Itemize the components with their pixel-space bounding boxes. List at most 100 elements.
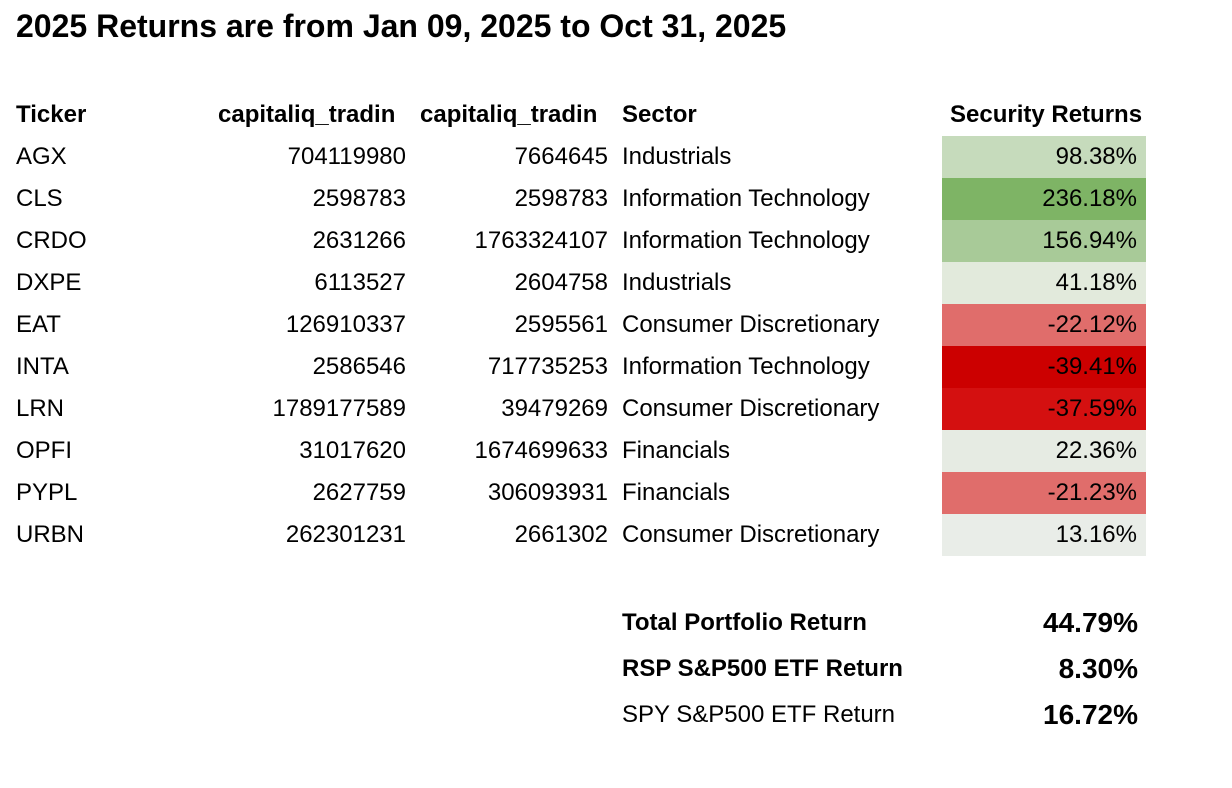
capitaliq-1-cell[interactable]: 126910337 — [218, 304, 414, 346]
security-return-cell[interactable]: -39.41% — [942, 346, 1146, 388]
ticker-cell[interactable]: AGX — [16, 143, 67, 170]
capitaliq-1-value: 2627759 — [312, 479, 406, 506]
sector-cell[interactable]: Consumer Discretionary — [622, 395, 880, 422]
security-return-value: -22.12% — [1047, 311, 1137, 338]
security-return-cell[interactable]: 13.16% — [942, 514, 1146, 556]
ticker-cell[interactable]: URBN — [16, 521, 85, 548]
capitaliq-2-value: 717735253 — [487, 353, 608, 380]
capitaliq-1-value: 2631266 — [312, 227, 406, 254]
summary-label[interactable]: SPY S&P500 ETF Return — [622, 701, 896, 728]
security-return-value: 41.18% — [1055, 269, 1137, 296]
ticker-cell[interactable]: DXPE — [16, 269, 82, 296]
header-sector[interactable]: Sector — [622, 101, 697, 128]
ticker-cell[interactable]: INTA — [16, 353, 69, 380]
capitaliq-1-value: 31017620 — [299, 437, 406, 464]
ticker-cell[interactable]: OPFI — [16, 437, 73, 464]
security-return-value: 156.94% — [1042, 227, 1137, 254]
summary-row: RSP S&P500 ETF Return 8.30% — [0, 646, 1232, 692]
capitaliq-2-value: 2595561 — [514, 311, 608, 338]
header-ticker[interactable]: Ticker — [16, 101, 87, 128]
table-row: DXPE 6113527 2604758 Industrials 41.18% — [0, 262, 1232, 304]
capitaliq-1-value: 126910337 — [285, 311, 406, 338]
ticker-cell[interactable]: EAT — [16, 311, 61, 338]
summary-row: SPY S&P500 ETF Return 16.72% — [0, 692, 1232, 738]
table-header-row: Ticker capitaliq_tradin capitaliq_tradin… — [0, 94, 1232, 136]
table-row: CRDO 2631266 1763324107 Information Technol… — [0, 220, 1232, 262]
capitaliq-1-cell[interactable]: 31017620 — [218, 430, 414, 472]
security-return-value: 13.16% — [1055, 521, 1137, 548]
sector-cell[interactable]: Information Technology — [622, 353, 870, 380]
capitaliq-1-cell[interactable]: 2631266 — [218, 220, 414, 262]
sector-cell[interactable]: Industrials — [622, 143, 732, 170]
table-body: AGX 704119980 7664645 Industrials 98.38% CLS 2… — [0, 136, 1232, 556]
sector-cell[interactable]: Information Technology — [622, 227, 870, 254]
capitaliq-2-cell[interactable]: 1674699633 — [420, 430, 616, 472]
capitaliq-1-cell[interactable]: 2586546 — [218, 346, 414, 388]
summary-value[interactable]: 44.79% — [1043, 607, 1138, 638]
security-return-cell[interactable]: 41.18% — [942, 262, 1146, 304]
table-row: EAT 126910337 2595561 Consumer Discretionar… — [0, 304, 1232, 346]
table-row: LRN 1789177589 39479269 Consumer Discretion… — [0, 388, 1232, 430]
capitaliq-1-value: 704119980 — [287, 143, 406, 170]
security-return-cell[interactable]: -22.12% — [942, 304, 1146, 346]
capitaliq-2-cell[interactable]: 39479269 — [420, 388, 616, 430]
summary-label[interactable]: RSP S&P500 ETF Return — [622, 655, 903, 682]
capitaliq-1-value: 1789177589 — [272, 395, 406, 422]
capitaliq-1-value: 2586546 — [312, 353, 406, 380]
summary-value[interactable]: 16.72% — [1043, 699, 1138, 730]
security-return-cell[interactable]: -21.23% — [942, 472, 1146, 514]
security-return-cell[interactable]: 22.36% — [942, 430, 1146, 472]
table-row: CLS 2598783 2598783 Information Technology 2… — [0, 178, 1232, 220]
capitaliq-1-cell[interactable]: 704119980 — [218, 136, 414, 178]
security-return-cell[interactable]: 98.38% — [942, 136, 1146, 178]
header-capitaliq-1[interactable]: capitaliq_tradin — [218, 101, 396, 128]
capitaliq-1-value: 262301231 — [285, 521, 406, 548]
sector-cell[interactable]: Consumer Discretionary — [622, 311, 880, 338]
table-row: INTA 2586546 717735253 Information Technolo… — [0, 346, 1232, 388]
table-row: URBN 262301231 2661302 Consumer Discretiona… — [0, 514, 1232, 556]
security-return-cell[interactable]: -37.59% — [942, 388, 1146, 430]
ticker-cell[interactable]: LRN — [16, 395, 65, 422]
ticker-cell[interactable]: CRDO — [16, 227, 87, 254]
sheet-title[interactable]: 2025 Returns are from Jan 09, 2025 to Oc… — [16, 8, 787, 44]
security-return-cell[interactable]: 236.18% — [942, 178, 1146, 220]
capitaliq-2-cell[interactable]: 2661302 — [420, 514, 616, 556]
capitaliq-2-cell[interactable]: 306093931 — [420, 472, 616, 514]
capitaliq-2-value: 2604758 — [514, 269, 608, 296]
capitaliq-2-value: 1763324107 — [474, 227, 608, 254]
sector-cell[interactable]: Industrials — [622, 269, 732, 296]
security-return-value: -39.41% — [1047, 353, 1137, 380]
capitaliq-2-cell[interactable]: 2604758 — [420, 262, 616, 304]
capitaliq-1-cell[interactable]: 6113527 — [218, 262, 414, 304]
capitaliq-1-cell[interactable]: 2598783 — [218, 178, 414, 220]
capitaliq-2-value: 2661302 — [514, 521, 608, 548]
security-return-cell[interactable]: 156.94% — [942, 220, 1146, 262]
ticker-cell[interactable]: PYPL — [16, 479, 78, 506]
summary-row: Total Portfolio Return 44.79% — [0, 600, 1232, 646]
header-security-returns[interactable]: Security Returns — [950, 101, 1143, 128]
returns-table: Ticker capitaliq_tradin capitaliq_tradin… — [0, 94, 1232, 556]
sector-cell[interactable]: Information Technology — [622, 185, 870, 212]
capitaliq-1-value: 6113527 — [314, 269, 406, 296]
capitaliq-2-cell[interactable]: 2598783 — [420, 178, 616, 220]
header-capitaliq-2[interactable]: capitaliq_tradin — [420, 101, 598, 128]
table-row: OPFI 31017620 1674699633 Financials 22.36% — [0, 430, 1232, 472]
table-row: PYPL 2627759 306093931 Financials -21.23% — [0, 472, 1232, 514]
summary-label[interactable]: Total Portfolio Return — [622, 609, 867, 636]
capitaliq-1-cell[interactable]: 1789177589 — [218, 388, 414, 430]
capitaliq-2-value: 7664645 — [514, 143, 608, 170]
ticker-cell[interactable]: CLS — [16, 185, 63, 212]
capitaliq-2-cell[interactable]: 1763324107 — [420, 220, 616, 262]
capitaliq-2-cell[interactable]: 7664645 — [420, 136, 616, 178]
sector-cell[interactable]: Financials — [622, 479, 731, 506]
security-return-value: -37.59% — [1047, 395, 1137, 422]
capitaliq-2-cell[interactable]: 2595561 — [420, 304, 616, 346]
sector-cell[interactable]: Financials — [622, 437, 731, 464]
summary-value[interactable]: 8.30% — [1058, 653, 1138, 684]
security-return-value: 98.38% — [1055, 143, 1137, 170]
sector-cell[interactable]: Consumer Discretionary — [622, 521, 880, 548]
capitaliq-1-cell[interactable]: 262301231 — [218, 514, 414, 556]
capitaliq-2-cell[interactable]: 717735253 — [420, 346, 616, 388]
table-row: AGX 704119980 7664645 Industrials 98.38% — [0, 136, 1232, 178]
capitaliq-1-cell[interactable]: 2627759 — [218, 472, 414, 514]
